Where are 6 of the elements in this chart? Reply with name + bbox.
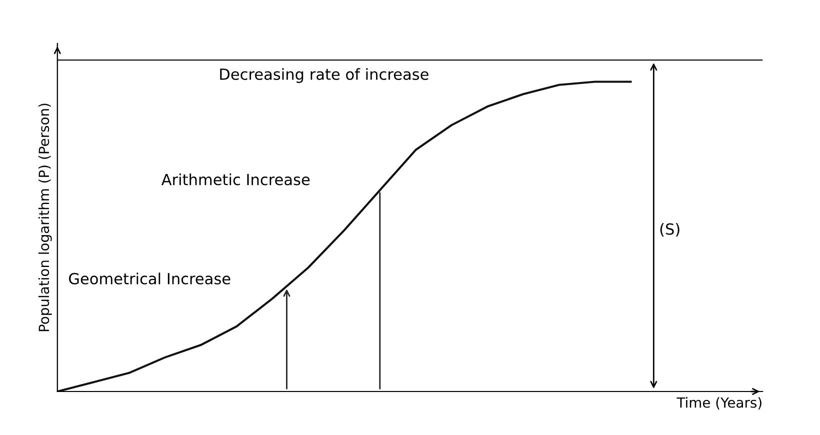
annotation: Decreasing rate of increase bbox=[220, 68, 428, 83]
x-axis-title: Time (Years) bbox=[676, 397, 762, 410]
annotation: Arithmetic Increase bbox=[161, 173, 310, 186]
annotation: Geometrical Increase bbox=[69, 272, 230, 284]
text: (S) bbox=[660, 223, 680, 237]
y-axis-title: Population logarithm (P) (Person) bbox=[38, 104, 52, 332]
